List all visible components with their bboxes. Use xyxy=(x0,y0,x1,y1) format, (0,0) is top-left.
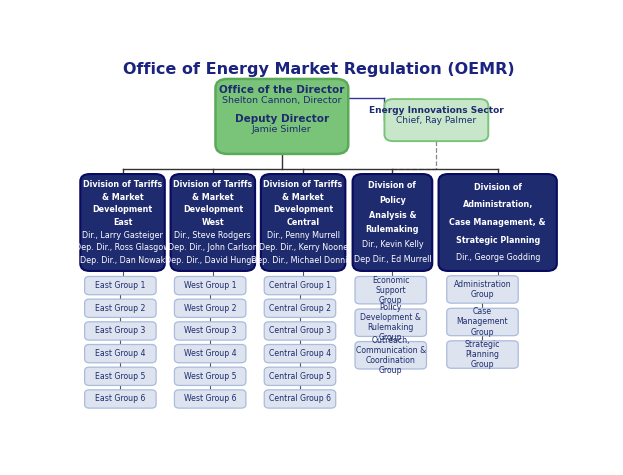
Text: Central Group 4: Central Group 4 xyxy=(269,349,331,358)
Text: Case
Management
Group: Case Management Group xyxy=(457,307,508,336)
Text: Development: Development xyxy=(183,205,243,214)
Text: Policy: Policy xyxy=(379,196,406,205)
Text: Division of: Division of xyxy=(368,181,416,190)
Text: East Group 1: East Group 1 xyxy=(95,281,146,290)
Text: Division of Tariffs: Division of Tariffs xyxy=(264,180,343,189)
FancyBboxPatch shape xyxy=(85,367,156,385)
Text: West Group 5: West Group 5 xyxy=(184,372,236,381)
Text: Energy Innovations Sector: Energy Innovations Sector xyxy=(369,105,504,114)
Text: Central Group 3: Central Group 3 xyxy=(269,326,331,335)
Text: Office of the Director: Office of the Director xyxy=(219,85,345,95)
Text: Central Group 6: Central Group 6 xyxy=(269,394,331,403)
Text: Analysis &: Analysis & xyxy=(369,210,416,219)
Text: Dep. Dir., Michael Donnini: Dep. Dir., Michael Donnini xyxy=(251,256,355,265)
FancyBboxPatch shape xyxy=(85,276,156,294)
FancyBboxPatch shape xyxy=(264,276,336,294)
Text: West Group 3: West Group 3 xyxy=(184,326,236,335)
Text: Dep. Dir., Dan Nowak: Dep. Dir., Dan Nowak xyxy=(80,256,165,265)
FancyBboxPatch shape xyxy=(174,276,246,294)
Text: Dir., Penny Murrell: Dir., Penny Murrell xyxy=(267,230,340,239)
FancyBboxPatch shape xyxy=(85,390,156,408)
FancyBboxPatch shape xyxy=(174,344,246,363)
FancyBboxPatch shape xyxy=(447,341,518,368)
FancyBboxPatch shape xyxy=(355,309,427,336)
Text: & Market: & Market xyxy=(102,193,143,202)
Text: Dir., Kevin Kelly: Dir., Kevin Kelly xyxy=(361,240,423,249)
Text: Division of Tariffs: Division of Tariffs xyxy=(83,180,162,189)
Text: Central Group 5: Central Group 5 xyxy=(269,372,331,381)
Text: Jamie Simler: Jamie Simler xyxy=(252,125,312,134)
Text: & Market: & Market xyxy=(192,193,234,202)
Text: Outreach,
Communication &
Coordination
Group: Outreach, Communication & Coordination G… xyxy=(356,336,426,375)
Text: Development: Development xyxy=(92,205,153,214)
Text: East Group 4: East Group 4 xyxy=(95,349,146,358)
Text: Dep. Dir., David Hunger: Dep. Dir., David Hunger xyxy=(166,256,260,265)
FancyBboxPatch shape xyxy=(174,390,246,408)
FancyBboxPatch shape xyxy=(174,322,246,340)
Text: Dir., George Godding: Dir., George Godding xyxy=(455,253,540,262)
FancyBboxPatch shape xyxy=(355,342,427,369)
Text: East: East xyxy=(113,218,132,227)
FancyBboxPatch shape xyxy=(174,299,246,317)
FancyBboxPatch shape xyxy=(355,276,427,304)
Text: Central Group 1: Central Group 1 xyxy=(269,281,331,290)
FancyBboxPatch shape xyxy=(264,322,336,340)
Text: East Group 2: East Group 2 xyxy=(95,304,146,313)
Text: Strategic Planning: Strategic Planning xyxy=(455,236,540,245)
FancyBboxPatch shape xyxy=(264,367,336,385)
Text: Chief, Ray Palmer: Chief, Ray Palmer xyxy=(396,116,477,125)
Text: Division of Tariffs: Division of Tariffs xyxy=(173,180,252,189)
Text: Dep Dir., Ed Murrell: Dep Dir., Ed Murrell xyxy=(354,255,431,264)
Text: Strategic
Planning
Group: Strategic Planning Group xyxy=(465,340,500,369)
FancyBboxPatch shape xyxy=(384,99,488,141)
Text: Dir., Steve Rodgers: Dir., Steve Rodgers xyxy=(174,230,251,239)
Text: Central Group 2: Central Group 2 xyxy=(269,304,331,313)
Text: Dep. Dir., Kerry Noone: Dep. Dir., Kerry Noone xyxy=(259,243,348,252)
Text: Economic
Support
Group: Economic Support Group xyxy=(372,276,409,305)
Text: West Group 1: West Group 1 xyxy=(184,281,237,290)
Text: & Market: & Market xyxy=(282,193,324,202)
FancyBboxPatch shape xyxy=(85,299,156,317)
Text: Rulemaking: Rulemaking xyxy=(366,225,419,234)
Text: Administration
Group: Administration Group xyxy=(454,280,511,299)
Text: Policy
Development &
Rulemaking
Group: Policy Development & Rulemaking Group xyxy=(360,303,421,342)
Text: West Group 4: West Group 4 xyxy=(184,349,237,358)
FancyBboxPatch shape xyxy=(85,322,156,340)
FancyBboxPatch shape xyxy=(353,174,432,271)
Text: Development: Development xyxy=(273,205,333,214)
Text: Administration,: Administration, xyxy=(462,200,533,209)
Text: East Group 6: East Group 6 xyxy=(95,394,146,403)
FancyBboxPatch shape xyxy=(447,276,518,303)
Text: East Group 3: East Group 3 xyxy=(95,326,146,335)
Text: Deputy Director: Deputy Director xyxy=(235,114,329,124)
Text: Office of Energy Market Regulation (OEMR): Office of Energy Market Regulation (OEMR… xyxy=(123,62,515,77)
Text: West Group 6: West Group 6 xyxy=(184,394,236,403)
FancyBboxPatch shape xyxy=(171,174,255,271)
FancyBboxPatch shape xyxy=(439,174,557,271)
Text: West Group 2: West Group 2 xyxy=(184,304,236,313)
FancyBboxPatch shape xyxy=(447,308,518,336)
FancyBboxPatch shape xyxy=(264,390,336,408)
FancyBboxPatch shape xyxy=(264,344,336,363)
FancyBboxPatch shape xyxy=(264,299,336,317)
Text: Dep. Dir., Ross Glasgow: Dep. Dir., Ross Glasgow xyxy=(75,243,170,252)
Text: Central: Central xyxy=(287,218,320,227)
FancyBboxPatch shape xyxy=(261,174,345,271)
Text: West: West xyxy=(201,218,224,227)
Text: Dir., Larry Gasteiger: Dir., Larry Gasteiger xyxy=(82,230,163,239)
Text: East Group 5: East Group 5 xyxy=(95,372,146,381)
FancyBboxPatch shape xyxy=(174,367,246,385)
FancyBboxPatch shape xyxy=(216,79,348,154)
Text: Division of: Division of xyxy=(473,183,521,192)
Text: Dep. Dir., John Carlson: Dep. Dir., John Carlson xyxy=(168,243,258,252)
FancyBboxPatch shape xyxy=(80,174,164,271)
FancyBboxPatch shape xyxy=(85,344,156,363)
Text: Shelton Cannon, Director: Shelton Cannon, Director xyxy=(222,95,341,104)
Text: Case Management, &: Case Management, & xyxy=(449,218,546,227)
